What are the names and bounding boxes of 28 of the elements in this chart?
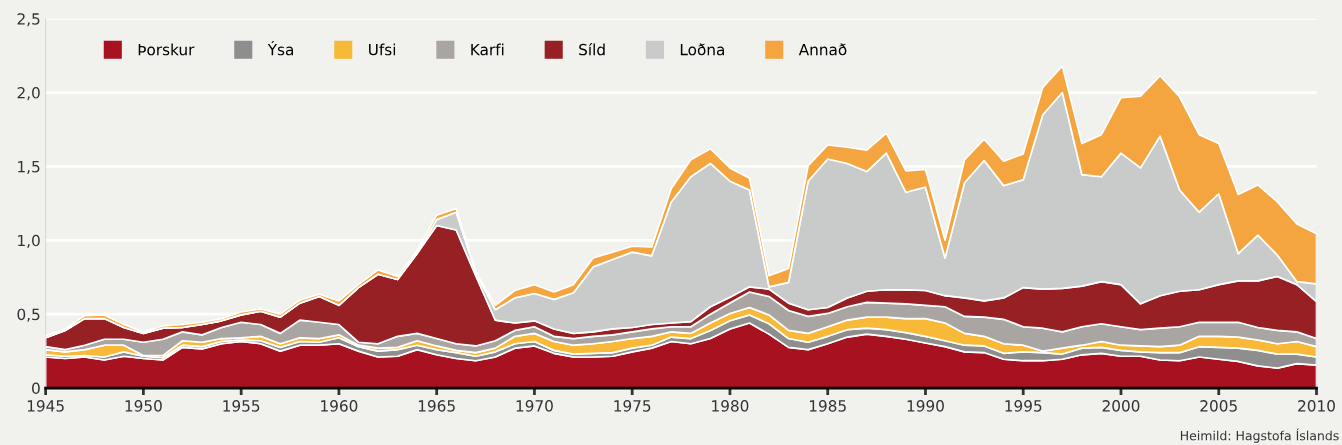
y-tick-label: 0,5 <box>17 308 40 322</box>
x-tick-label: 1950 <box>125 400 162 412</box>
x-tick-label: 1990 <box>907 400 944 412</box>
x-tick-label: 1955 <box>223 400 260 412</box>
x-tick-label: 2000 <box>1102 400 1140 412</box>
x-tick-label: 1980 <box>712 400 749 412</box>
text: Heimild: Hagstofa Íslands <box>1180 428 1339 443</box>
legend-label: Ýsa <box>267 40 293 56</box>
x-tick-label: 1995 <box>1005 400 1042 412</box>
y-tick-label: 2,5 <box>17 13 40 27</box>
y-tick-label: 1,5 <box>18 161 40 175</box>
legend-label: Loðna <box>680 43 724 56</box>
x-tick-label: 1985 <box>809 400 846 412</box>
legend-label: Þorskur <box>138 43 195 56</box>
legend-label: Ufsi <box>369 43 396 56</box>
x-tick-label: 2010 <box>1298 400 1335 412</box>
x-tick-label: 1960 <box>321 400 358 412</box>
y-tick-label: 0 <box>32 382 40 395</box>
y-tick-label: 1,0 <box>18 234 40 248</box>
x-tick-label: 2005 <box>1200 400 1237 412</box>
legend-label: Karfi <box>471 43 504 56</box>
legend-label: Annað <box>798 43 847 56</box>
x-tick-label: 1965 <box>418 400 455 412</box>
y-tick-label: 2,0 <box>17 87 40 101</box>
x-tick-label: 1945 <box>27 400 64 412</box>
legend-label: Síld <box>579 42 605 56</box>
x-tick-label: 1975 <box>614 400 651 412</box>
x-tick-label: 1970 <box>516 400 553 412</box>
